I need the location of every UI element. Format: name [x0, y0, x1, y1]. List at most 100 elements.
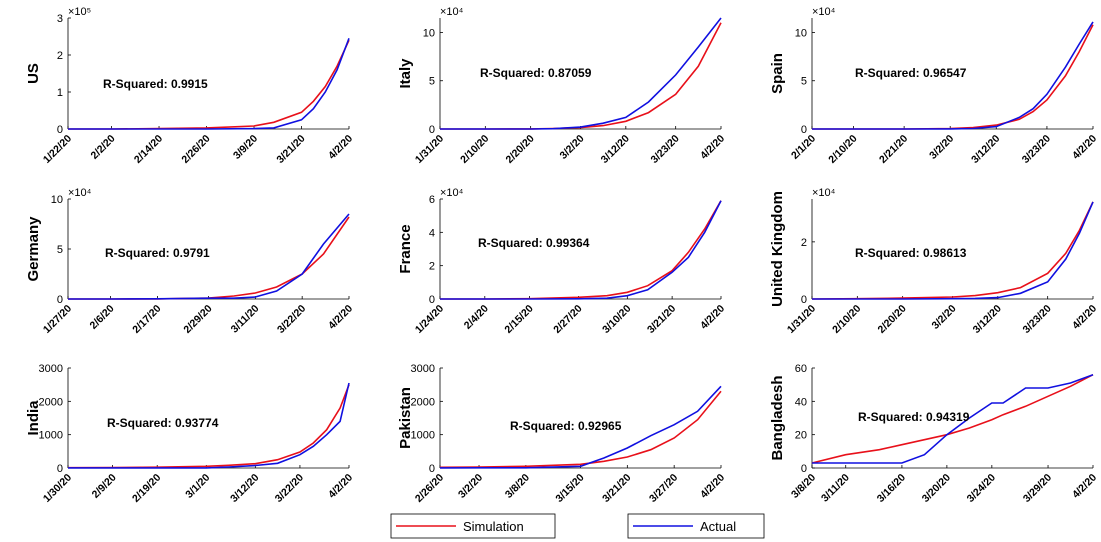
y-multiplier: ×10⁴ [812, 6, 836, 18]
y-tick-label: 0 [429, 294, 435, 306]
x-tick-label: 4/2/20 [326, 472, 355, 501]
subplot: 0 2 4 6 1/24/20 2/4/20 2/15/20 2/27/20 3/10/20 3/… [397, 187, 727, 336]
x-tick-label: 2/10/20 [830, 303, 863, 336]
annotation: R-Squared: 0.99364 [478, 236, 590, 250]
x-tick-label: 1/31/20 [785, 303, 818, 336]
x-tick-label: 3/20/20 [920, 472, 953, 505]
subplot: 0 5 10 1/31/20 2/10/20 2/20/20 3/2/20 3/12/20 3/… [397, 6, 727, 166]
x-tick-label: 3/10/20 [600, 303, 633, 336]
x-tick-label: 2/14/20 [132, 133, 165, 166]
y-tick-label: 2 [801, 237, 807, 249]
series-line [440, 17, 722, 130]
annotation: R-Squared: 0.96547 [855, 66, 967, 80]
legend-box [627, 513, 765, 539]
x-tick-label: 3/12/20 [969, 133, 1002, 166]
x-tick-label: 2/19/20 [130, 472, 163, 505]
legend: Actual [627, 513, 765, 539]
y-tick-label: 1000 [411, 430, 435, 442]
series-line [68, 382, 350, 469]
annotation: R-Squared: 0.93774 [107, 416, 219, 430]
annotation: R-Squared: 0.92965 [510, 419, 622, 433]
annotation: R-Squared: 0.87059 [480, 66, 592, 80]
y-tick-label: 10 [795, 27, 807, 39]
x-tick-label: 2/17/20 [130, 303, 163, 336]
y-multiplier: ×10⁵ [68, 6, 91, 18]
subplot: 0 1 2 3 1/22/20 2/2/20 2/14/20 2/26/20 3/9/20 3/2… [25, 6, 355, 166]
series-line [812, 21, 1094, 130]
x-tick-label: 2/9/20 [90, 472, 119, 501]
x-tick-label: 2/29/20 [181, 303, 214, 336]
series-line [440, 200, 722, 300]
y-tick-label: 0 [429, 124, 435, 136]
y-tick-label: 40 [795, 396, 807, 408]
x-tick-label: 1/27/20 [41, 303, 74, 336]
legend-label: Simulation [463, 519, 524, 534]
annotation: R-Squared: 0.9915 [103, 77, 208, 91]
y-axis-label: India [25, 400, 42, 436]
y-tick-label: 0 [801, 463, 807, 475]
x-tick-label: 2/15/20 [502, 303, 535, 336]
x-tick-label: 3/8/20 [503, 472, 532, 501]
subplot: 0 1000 2000 3000 1/30/20 2/9/20 2/19/20 3/1/20 3… [25, 363, 355, 505]
series-line [811, 373, 1094, 464]
y-axis-label: Italy [397, 58, 414, 89]
y-tick-label: 1 [57, 87, 63, 99]
annotation: R-Squared: 0.94319 [858, 410, 970, 424]
y-multiplier: ×10⁴ [440, 6, 464, 18]
y-tick-label: 2 [429, 261, 435, 273]
y-axis-label: United Kingdom [769, 191, 786, 307]
x-tick-label: 3/11/20 [819, 472, 852, 505]
y-tick-label: 5 [429, 76, 435, 88]
y-multiplier: ×10⁴ [68, 187, 92, 199]
y-axis-label: Spain [769, 53, 786, 94]
x-tick-label: 2/2/20 [89, 133, 118, 162]
y-tick-label: 0 [801, 124, 807, 136]
y-tick-label: 5 [801, 76, 807, 88]
x-tick-label: 3/16/20 [875, 472, 908, 505]
x-tick-label: 2/26/20 [413, 472, 446, 505]
x-tick-label: 3/8/20 [789, 472, 818, 501]
x-tick-label: 1/24/20 [413, 303, 446, 336]
y-tick-label: 4 [429, 227, 435, 239]
series-line [439, 390, 722, 469]
x-tick-label: 2/4/20 [462, 303, 491, 332]
x-tick-label: 3/21/20 [600, 472, 633, 505]
x-tick-label: 3/2/20 [456, 472, 485, 501]
subplot: 0 5 10 2/1/20 2/10/20 2/21/20 3/2/20 3/12/20 3/2… [769, 6, 1099, 166]
y-tick-label: 2000 [39, 396, 63, 408]
series-line [439, 385, 722, 469]
x-tick-label: 3/23/20 [1021, 303, 1054, 336]
y-axis-label: US [25, 63, 42, 84]
y-tick-label: 2 [57, 50, 63, 62]
y-tick-label: 0 [801, 294, 807, 306]
y-multiplier: ×10⁴ [812, 187, 836, 199]
x-tick-label: 3/12/20 [971, 303, 1004, 336]
y-axis-label: France [397, 224, 414, 273]
y-axis-label: Germany [25, 216, 42, 282]
x-tick-label: 3/24/20 [965, 472, 998, 505]
y-tick-label: 0 [429, 463, 435, 475]
x-tick-label: 3/2/20 [557, 133, 586, 162]
x-tick-label: 3/23/20 [649, 133, 682, 166]
annotation: R-Squared: 0.9791 [105, 246, 210, 260]
series-line [812, 201, 1094, 300]
y-tick-label: 0 [57, 124, 63, 136]
x-tick-label: 3/29/20 [1021, 472, 1054, 505]
annotation: R-Squared: 0.98613 [855, 246, 967, 260]
subplot: 0 2 1/31/20 2/10/20 2/20/20 3/2/20 3/12/20 3/23… [769, 187, 1099, 336]
x-tick-label: 1/30/20 [41, 472, 74, 505]
x-tick-label: 4/2/20 [1070, 472, 1099, 501]
x-tick-label: 3/23/20 [1020, 133, 1053, 166]
subplot: 0 5 10 1/27/20 2/6/20 2/17/20 2/29/20 3/11/20 3/… [25, 187, 355, 336]
x-tick-label: 2/10/20 [458, 133, 491, 166]
subplot: 0 1000 2000 3000 2/26/20 3/2/20 3/8/20 3/15/20 3… [397, 363, 727, 505]
series-line [68, 213, 350, 300]
y-tick-label: 60 [795, 363, 807, 375]
x-tick-label: 4/2/20 [698, 303, 727, 332]
subplot: 0 20 40 60 3/8/20 3/11/20 3/16/20 3/20/20 3/24/2… [769, 363, 1099, 505]
y-tick-label: 3000 [411, 363, 435, 375]
y-tick-label: 0 [57, 463, 63, 475]
x-tick-label: 3/12/20 [228, 472, 261, 505]
